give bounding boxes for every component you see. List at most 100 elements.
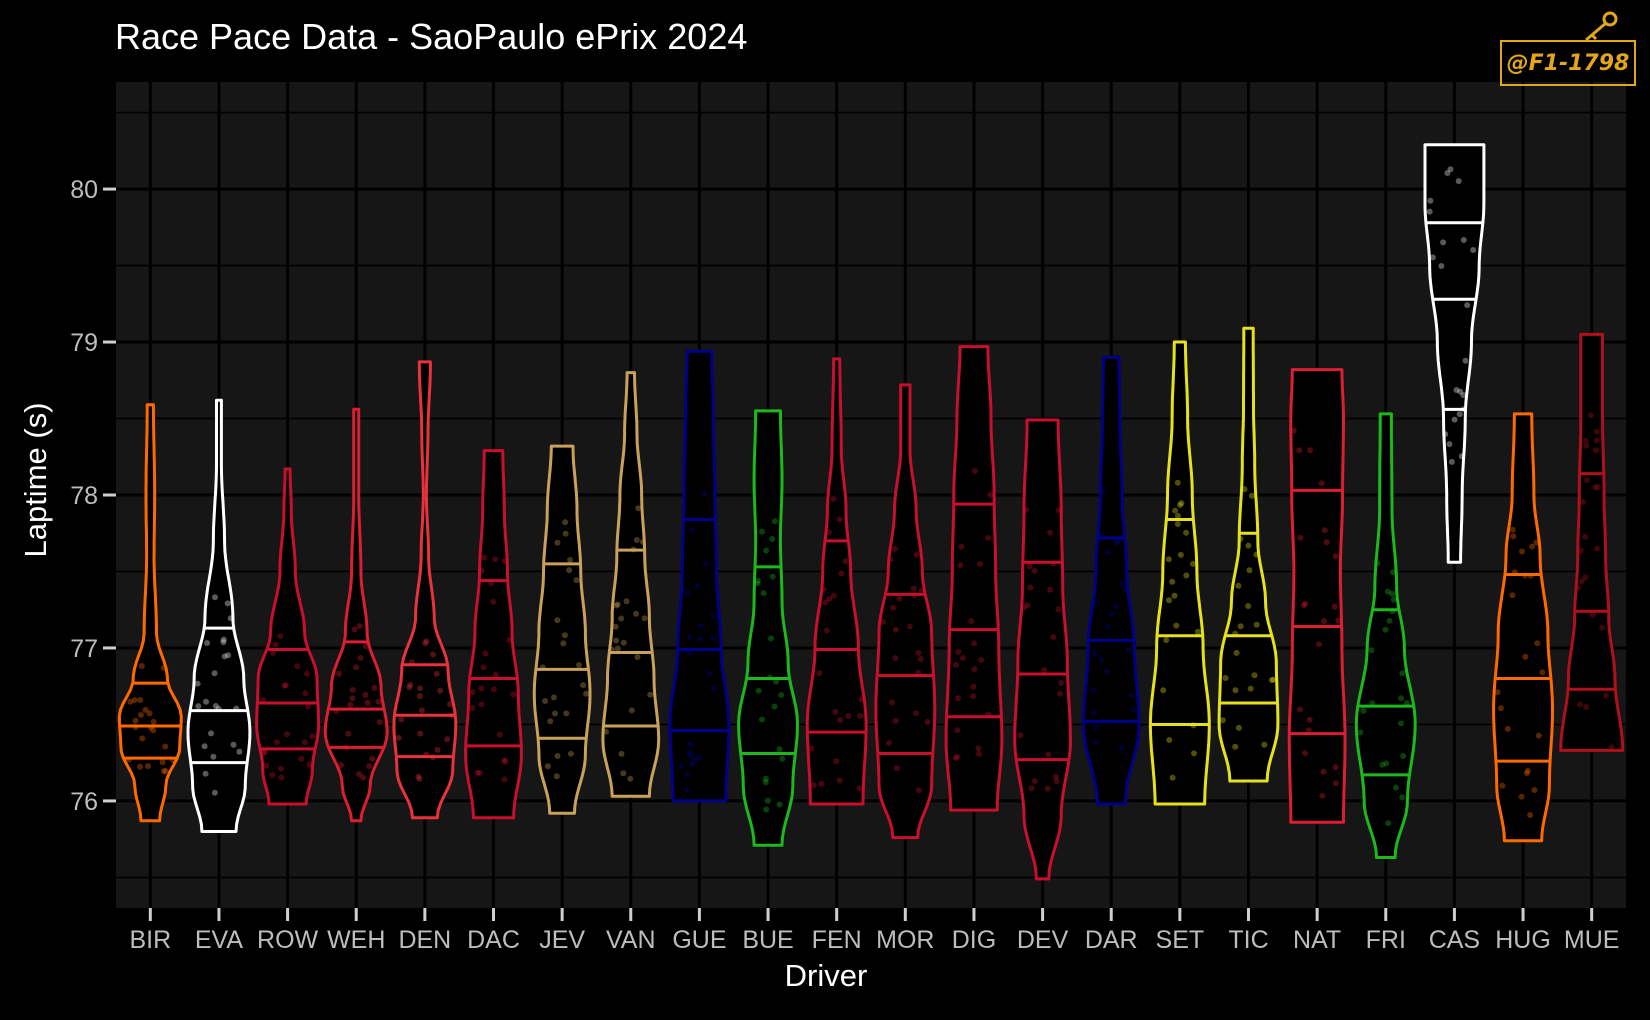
data-point (977, 560, 983, 567)
data-point (1178, 500, 1185, 507)
data-point (398, 716, 405, 723)
data-point (1237, 535, 1244, 542)
data-point (970, 693, 977, 700)
data-point (1169, 774, 1176, 781)
data-point (1316, 641, 1322, 648)
data-point (1539, 669, 1546, 676)
data-point (1593, 428, 1600, 435)
data-point (407, 681, 414, 688)
data-point (1098, 656, 1105, 663)
data-point (1456, 411, 1463, 418)
data-point (1026, 563, 1033, 570)
data-point (768, 635, 774, 642)
data-point (272, 641, 279, 648)
data-point (1323, 539, 1330, 546)
data-point (887, 556, 894, 563)
data-point (211, 789, 218, 796)
violin-fri (1354, 412, 1417, 859)
violin-body (1287, 368, 1347, 824)
data-point (890, 604, 897, 611)
data-point (771, 518, 778, 525)
data-point (1017, 732, 1024, 739)
data-point (892, 717, 899, 724)
data-point (1130, 706, 1137, 713)
data-point (278, 774, 285, 781)
data-point (1268, 677, 1275, 684)
data-point (1332, 764, 1339, 771)
data-point (836, 777, 843, 784)
data-point (1603, 692, 1609, 699)
data-point (406, 684, 413, 691)
data-point (987, 491, 994, 498)
data-point (635, 505, 642, 512)
data-point (955, 695, 961, 702)
data-point (1374, 560, 1381, 567)
data-point (1232, 687, 1239, 694)
x-tick-label: DAC (467, 926, 520, 954)
data-point (1172, 507, 1179, 514)
data-point (294, 663, 301, 670)
data-point (684, 771, 691, 778)
data-point (1128, 692, 1135, 699)
data-point (1174, 521, 1181, 528)
x-tick-label: SET (1156, 926, 1205, 954)
data-point (433, 670, 440, 677)
data-point (1177, 551, 1184, 558)
data-point (976, 750, 982, 757)
data-point (620, 770, 627, 777)
violin-van (601, 371, 661, 798)
data-point (1241, 486, 1248, 493)
data-point (1448, 458, 1455, 465)
data-point (1583, 442, 1590, 449)
x-axis: BIR EVA ROW WEH DEN DAC JEV VAN GUE BUE FEN MOR DIG D… (129, 908, 1619, 954)
data-point (754, 577, 761, 584)
data-point (1108, 610, 1115, 617)
data-point (769, 536, 776, 542)
data-point (696, 754, 703, 761)
data-point (836, 516, 843, 523)
data-point (628, 707, 635, 714)
data-point (711, 685, 718, 692)
data-point (273, 739, 280, 746)
data-point (879, 618, 886, 625)
data-point (627, 775, 634, 782)
x-tick-label: WEH (327, 926, 385, 954)
data-point (1386, 617, 1393, 624)
data-point (1053, 778, 1060, 785)
data-point (145, 763, 151, 770)
data-point (1235, 724, 1242, 731)
data-point (444, 736, 451, 743)
data-point (220, 639, 227, 646)
data-point (236, 748, 243, 755)
data-point (1599, 624, 1606, 631)
data-point (490, 686, 497, 693)
data-point (1574, 584, 1581, 591)
violin-body (464, 449, 523, 820)
data-point (1446, 441, 1453, 448)
data-point (1091, 599, 1098, 606)
data-point (808, 745, 815, 752)
data-point (544, 763, 551, 770)
data-point (437, 687, 444, 694)
data-point (1321, 618, 1327, 625)
data-point (1464, 302, 1471, 309)
data-point (423, 638, 430, 645)
data-point (306, 761, 313, 768)
data-point (1190, 560, 1196, 567)
data-point (913, 710, 920, 717)
x-tick-label: HUG (1495, 926, 1551, 954)
data-point (1253, 621, 1260, 628)
data-point (510, 691, 517, 698)
data-point (1470, 247, 1477, 253)
data-point (614, 601, 621, 608)
data-point (825, 529, 832, 536)
data-point (706, 670, 713, 677)
data-point (1331, 603, 1338, 610)
data-point (1357, 729, 1364, 736)
data-point (678, 763, 685, 770)
data-point (1578, 578, 1585, 585)
data-point (580, 682, 587, 689)
violin-set (1148, 340, 1211, 806)
data-point (1296, 447, 1303, 454)
data-point (689, 527, 696, 533)
